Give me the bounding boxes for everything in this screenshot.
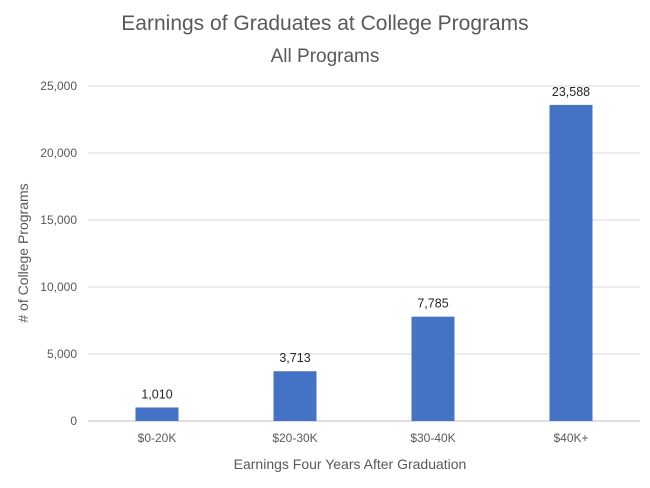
gridlines (88, 85, 640, 422)
y-axis-ticks: 0 5,000 10,000 15,000 20,000 25,000 (40, 79, 77, 428)
x-tick-label: $30-40K (410, 431, 455, 445)
bar-value-label: 1,010 (141, 387, 172, 401)
y-axis-label: # of College Programs (15, 183, 31, 322)
x-tick-label: $20-30K (272, 431, 317, 445)
x-axis-label: Earnings Four Years After Graduation (234, 456, 467, 472)
y-tick-label: 5,000 (47, 347, 77, 361)
bar-value-label: 7,785 (417, 297, 448, 311)
y-tick-label: 0 (70, 414, 77, 428)
bar-value-label: 3,713 (279, 351, 310, 365)
y-tick-label: 20,000 (40, 146, 77, 160)
y-tick-label: 15,000 (40, 213, 77, 227)
x-tick-label: $40K+ (553, 431, 588, 445)
y-tick-label: 10,000 (40, 280, 77, 294)
bar (411, 316, 455, 421)
bar (135, 407, 179, 421)
y-tick-label: 25,000 (40, 79, 77, 93)
x-axis-ticks: $0-20K $20-30K $30-40K $40K+ (138, 431, 589, 445)
bar (273, 371, 317, 421)
x-tick-label: $0-20K (138, 431, 177, 445)
chart-title: Earnings of Graduates at College Program… (121, 12, 528, 35)
data-labels: 1,010 3,713 7,785 23,588 (141, 85, 590, 402)
bar (549, 104, 593, 421)
chart-subtitle: All Programs (271, 46, 380, 67)
bar-value-label: 23,588 (552, 85, 590, 99)
bars (135, 104, 593, 421)
